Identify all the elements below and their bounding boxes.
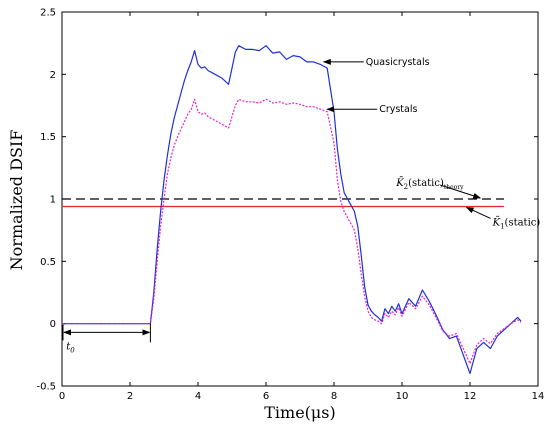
k2-symbol: K̄ xyxy=(395,177,404,189)
k2-label: K̄2(static)theory xyxy=(395,177,464,191)
x-tick-label: 14 xyxy=(532,391,545,402)
t0-symbol: t xyxy=(66,341,71,352)
y-tick-label: 0.5 xyxy=(40,257,56,268)
t0-subscript: 0 xyxy=(70,346,75,354)
reference-lines xyxy=(62,198,504,208)
quasicrystals-annotation: Quasicrystals xyxy=(322,57,430,68)
y-tick-label: -0.5 xyxy=(36,382,56,393)
t0-label: t0 xyxy=(66,341,75,354)
x-axis-ticks: 0 2 4 6 8 10 12 14 xyxy=(59,12,545,402)
x-axis-title: Time(μs) xyxy=(264,403,336,422)
x-tick-label: 10 xyxy=(396,391,409,402)
y-tick-label: 1 xyxy=(50,195,56,206)
x-tick-label: 4 xyxy=(195,391,201,402)
t0-annotation: t0 xyxy=(62,323,151,354)
k2-annotation: K̄2(static)theory xyxy=(395,177,482,199)
quasicrystals-label: Quasicrystals xyxy=(366,57,430,68)
y-tick-label: 2.5 xyxy=(40,8,56,19)
y-tick-label: 1.5 xyxy=(40,132,56,143)
x-tick-label: 2 xyxy=(127,391,133,402)
k2-theory: theory xyxy=(444,184,464,191)
k1-symbol: K̄ xyxy=(492,217,501,229)
y-tick-label: 0 xyxy=(50,319,56,330)
x-tick-label: 8 xyxy=(331,391,337,402)
y-axis-title: Normalized DSIF xyxy=(7,130,26,271)
x-tick-label: 6 xyxy=(263,391,269,402)
y-axis-ticks: -0.5 0 0.5 1 1.5 2 2.5 xyxy=(36,8,538,393)
k1-static: (static) xyxy=(505,217,541,228)
k1-subscript: 1 xyxy=(500,222,504,230)
k2-static: (static) xyxy=(408,178,444,189)
crystals-series-line xyxy=(62,98,522,365)
k1-annotation: K̄1(static) xyxy=(465,207,541,231)
y-tick-label: 2 xyxy=(50,70,56,81)
k1-arrow xyxy=(465,207,491,219)
k1-label: K̄1(static) xyxy=(492,217,541,231)
x-tick-label: 0 xyxy=(59,391,65,402)
k2-subscript: 2 xyxy=(404,183,408,191)
k2-arrow xyxy=(440,184,482,199)
crystals-label: Crystals xyxy=(379,104,417,115)
x-tick-label: 12 xyxy=(464,391,477,402)
crystals-annotation: Crystals xyxy=(326,104,417,115)
